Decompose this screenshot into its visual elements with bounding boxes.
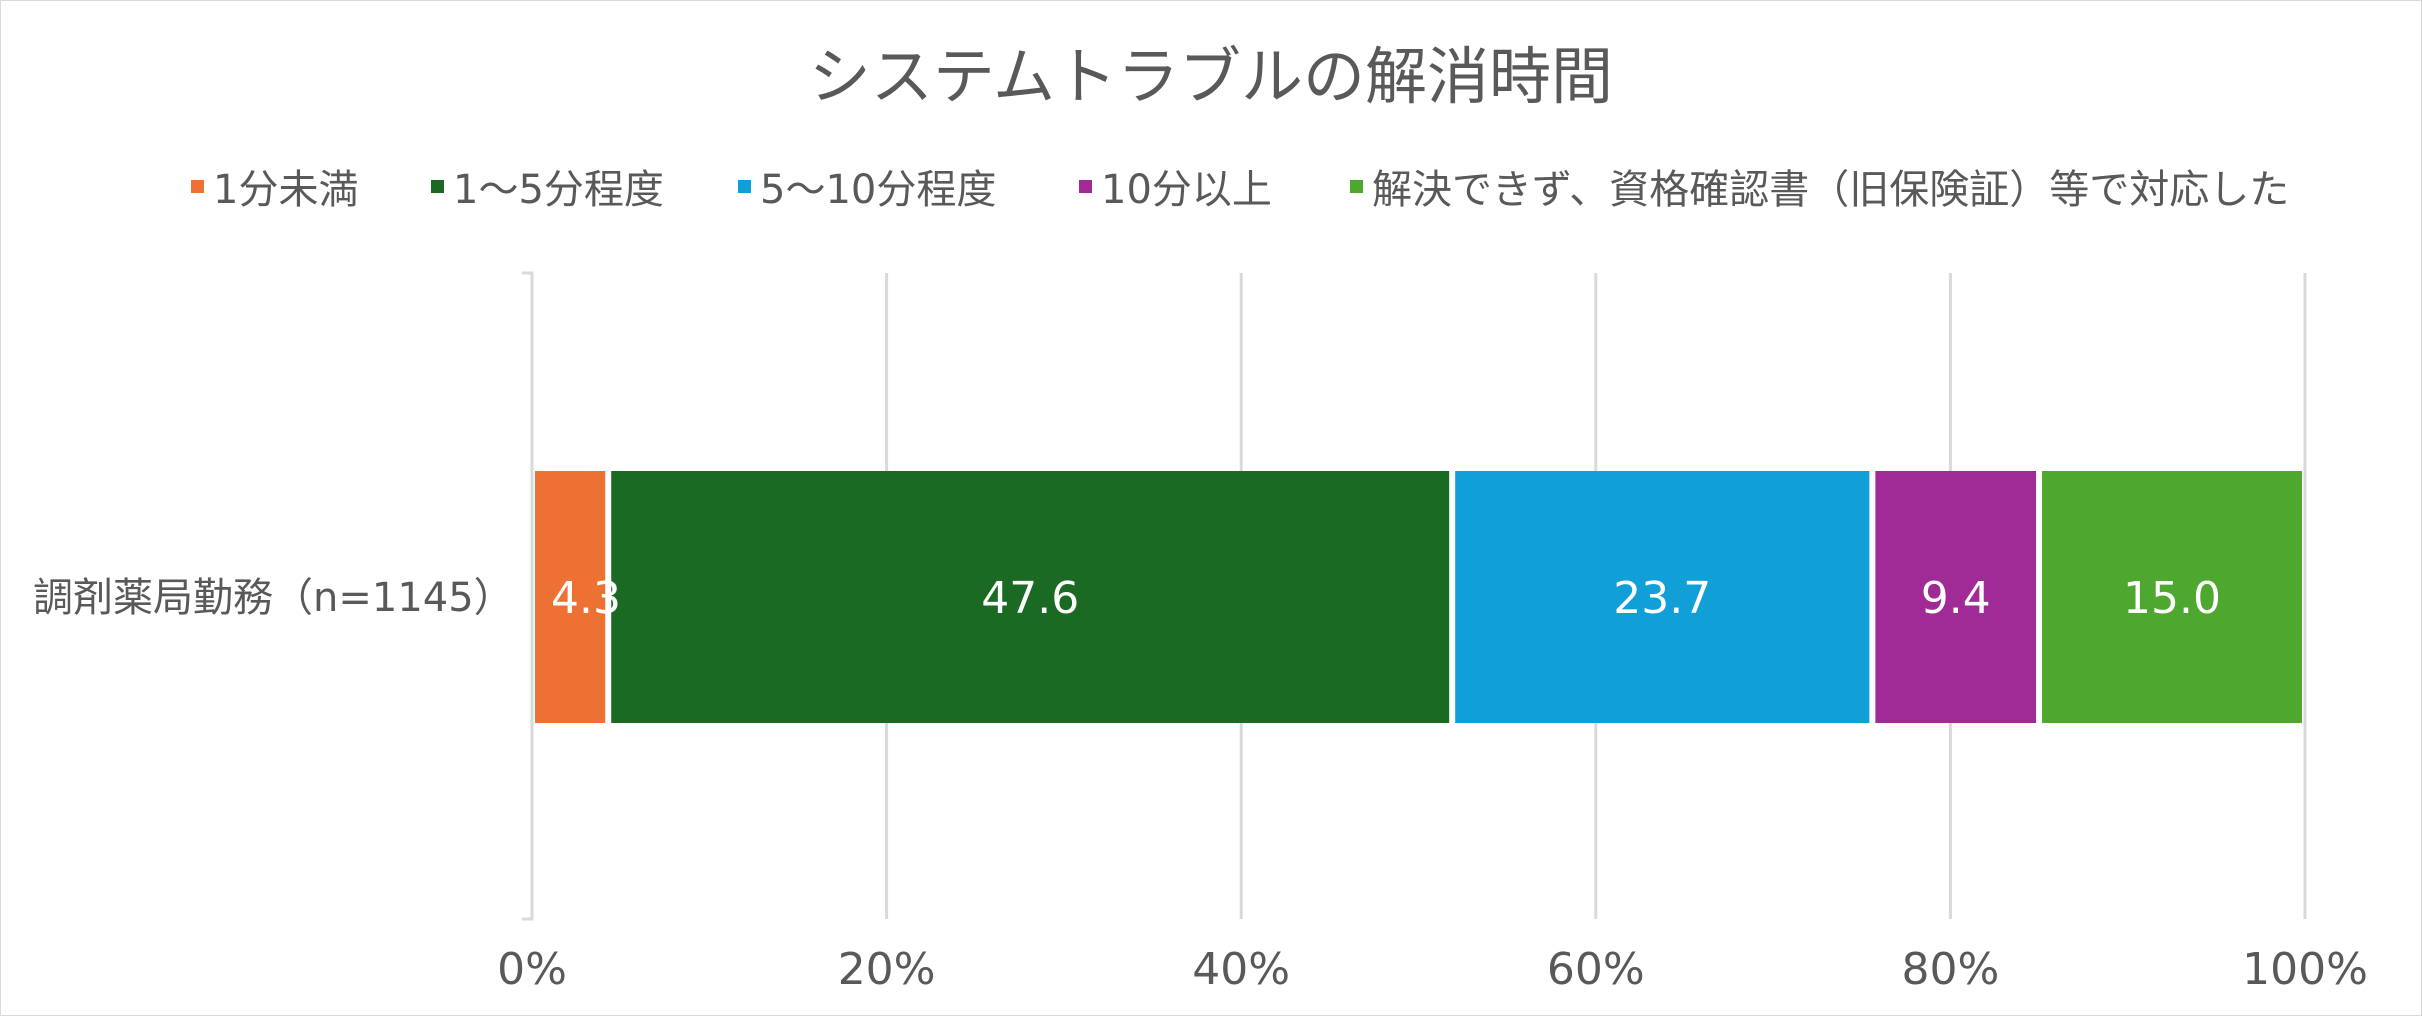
data-label-5: 15.0 xyxy=(2123,573,2221,624)
x-tick-labels: 0% 20% 40% 60% 80% 100% xyxy=(497,944,2368,995)
bar-segment-4 xyxy=(1875,471,2037,723)
category-axis-line xyxy=(522,271,534,921)
legend-swatch-5 xyxy=(1350,180,1363,193)
x-tick-label-6: 100% xyxy=(2242,944,2368,995)
x-tick-label-1: 0% xyxy=(497,944,567,995)
legend-label-1: 1分未満 xyxy=(213,167,358,213)
category-axis xyxy=(522,271,534,921)
legend-label-2: 1～5分程度 xyxy=(453,167,664,213)
legend-swatch-4 xyxy=(1079,180,1092,193)
bar-segment-5 xyxy=(2042,471,2302,723)
data-label-3: 23.7 xyxy=(1613,573,1711,624)
legend-swatch-3 xyxy=(738,180,751,193)
bar-segment-3 xyxy=(1455,471,1870,723)
legend-label-5: 解決できず、資格確認書（旧保険証）等で対応した xyxy=(1372,167,2289,213)
legend-label-4: 10分以上 xyxy=(1101,167,1272,213)
x-tick-label-3: 40% xyxy=(1192,944,1290,995)
legend: 1分未満 1～5分程度 5～10分程度 10分以上 解決できず、資格確認書（旧保険証）等… xyxy=(191,167,2289,213)
legend-label-3: 5～10分程度 xyxy=(760,167,996,213)
x-tick-label-4: 60% xyxy=(1547,944,1645,995)
category-labels: 調剤薬局勤務（n=1145） xyxy=(33,575,514,621)
bar-segment-1 xyxy=(535,471,606,723)
x-tick-label-5: 80% xyxy=(1902,944,2000,995)
data-label-1: 4.3 xyxy=(551,573,621,624)
x-tick-label-2: 20% xyxy=(838,944,936,995)
data-label-2: 47.6 xyxy=(981,573,1079,624)
bar-segment-2 xyxy=(611,471,1450,723)
chart-title: システムトラブルの解消時間 xyxy=(809,40,1613,113)
legend-swatch-1 xyxy=(191,180,204,193)
legend-swatch-2 xyxy=(431,180,444,193)
bars xyxy=(535,471,2302,723)
data-label-4: 9.4 xyxy=(1921,573,1991,624)
category-label-1: 調剤薬局勤務（n=1145） xyxy=(33,575,514,621)
data-labels: 4.3 47.6 23.7 9.4 15.0 xyxy=(551,573,2221,624)
